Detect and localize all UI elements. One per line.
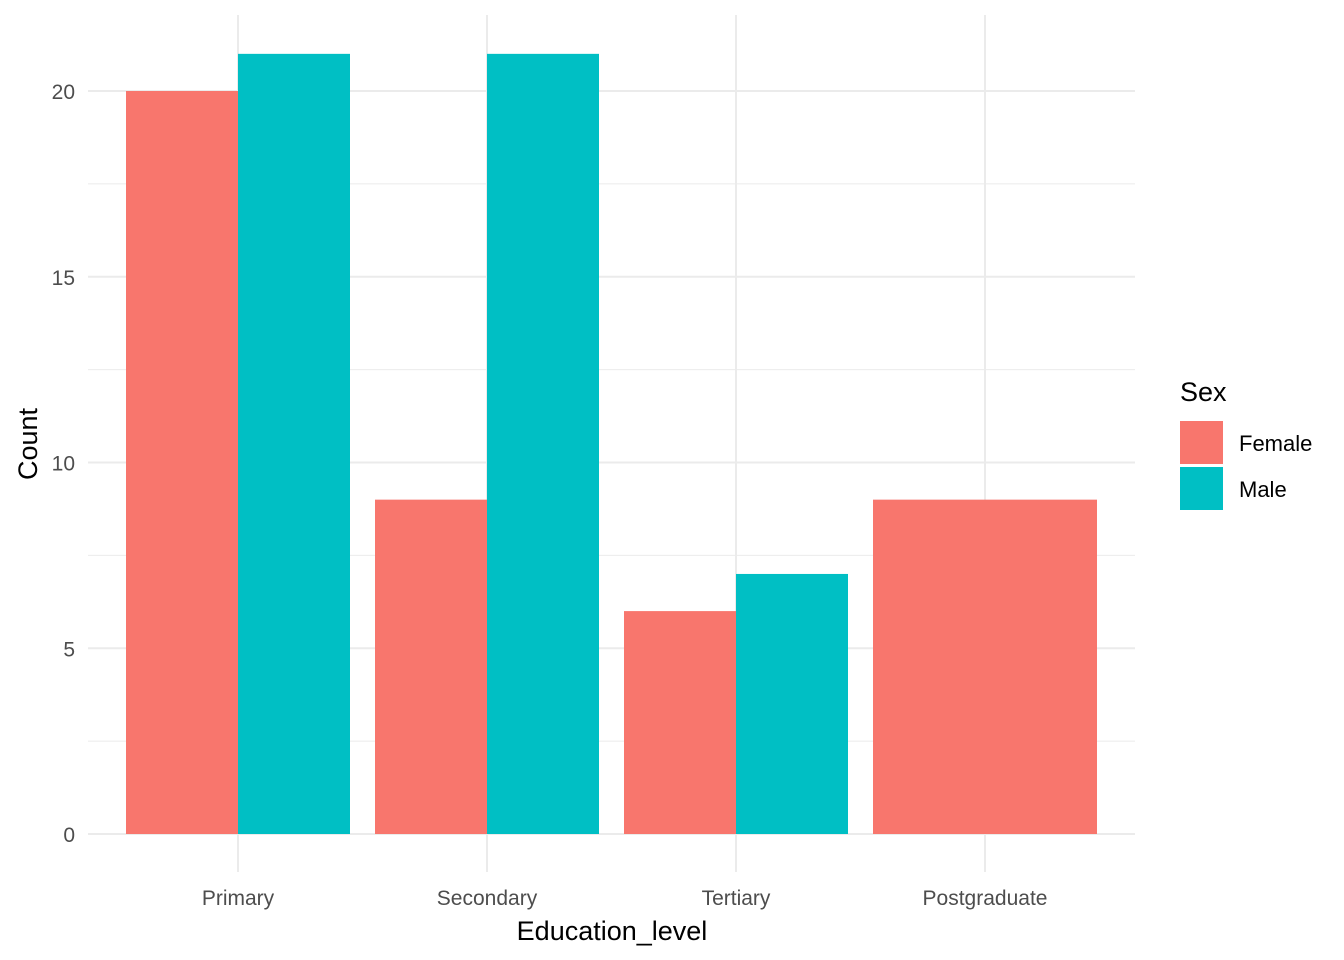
bar: [238, 53, 350, 835]
x-tick-label: Tertiary: [702, 887, 771, 910]
legend-title: Sex: [1180, 377, 1227, 407]
x-axis-title: Education_level: [517, 916, 708, 946]
y-tick-label: 15: [52, 267, 75, 290]
x-tick-label: Primary: [202, 887, 275, 910]
y-tick-label: 5: [63, 638, 75, 661]
y-tick-label: 20: [52, 81, 75, 104]
y-axis-title: Count: [13, 407, 43, 480]
legend-label: Female: [1239, 431, 1312, 456]
bar: [624, 611, 736, 834]
x-tick-label: Secondary: [437, 887, 538, 910]
bar: [487, 53, 599, 835]
y-tick-labels: 0 5 10 15 20: [52, 81, 75, 847]
bar: [126, 91, 238, 834]
legend-key: [1180, 467, 1223, 510]
y-tick-label: 10: [52, 453, 75, 476]
x-tick-labels: Primary Secondary Tertiary Postgraduate: [202, 887, 1048, 910]
legend-key: [1180, 421, 1223, 464]
legend-label: Male: [1239, 477, 1287, 502]
x-tick-label: Postgraduate: [923, 887, 1048, 910]
bars: [126, 53, 1097, 835]
legend: Sex Female Male: [1180, 377, 1312, 510]
y-tick-label: 0: [63, 824, 75, 847]
bar: [375, 499, 487, 834]
bar: [873, 499, 1097, 834]
bar: [736, 573, 848, 834]
